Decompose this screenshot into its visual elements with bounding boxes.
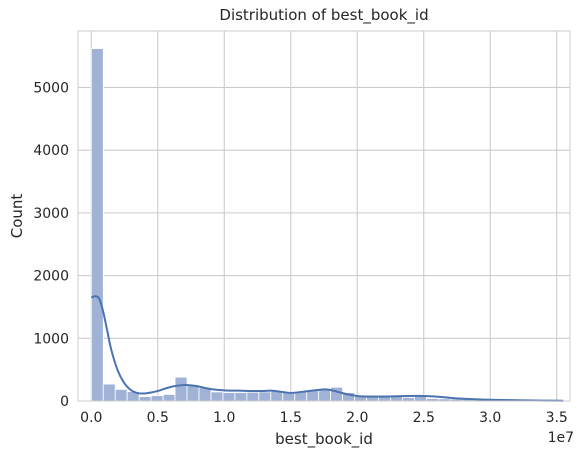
histogram-bar <box>187 385 199 401</box>
y-axis-label: Count <box>8 194 26 239</box>
histogram-bar <box>175 377 187 401</box>
x-tick-label: 0.5 <box>147 410 169 426</box>
x-tick-label: 0.0 <box>80 410 102 426</box>
plot-frame <box>78 31 570 401</box>
x-tick-labels: 0.0 0.5 1.0 1.5 2.0 2.5 3.0 3.5 <box>80 410 568 426</box>
grid-lines <box>78 31 570 401</box>
x-axis-offset-label: 1e7 <box>548 430 574 446</box>
chart-title: Distribution of best_book_id <box>219 6 428 25</box>
x-tick-label: 2.5 <box>413 410 435 426</box>
y-tick-label: 4000 <box>33 143 69 159</box>
histogram-bar <box>163 394 175 401</box>
histogram-bar <box>402 398 414 401</box>
histogram-bar <box>259 392 271 401</box>
histogram-bar <box>235 393 247 401</box>
x-axis-label: best_book_id <box>275 430 373 449</box>
x-tick-label: 1.5 <box>280 410 302 426</box>
y-tick-label: 3000 <box>33 206 69 222</box>
y-tick-label: 1000 <box>33 331 69 347</box>
y-tick-label: 0 <box>60 394 69 410</box>
histogram-bar <box>247 392 259 401</box>
x-tick-label: 3.5 <box>546 410 568 426</box>
histogram-bar <box>103 384 115 401</box>
histogram-bar <box>115 389 127 401</box>
histogram-bar <box>211 392 223 401</box>
histogram-bar <box>319 389 331 401</box>
kde-curve-layer <box>91 296 563 401</box>
x-tick-label: 2.0 <box>346 410 368 426</box>
kde-line <box>91 296 563 401</box>
y-tick-labels: 0 1000 2000 3000 4000 5000 <box>33 80 69 410</box>
x-tick-label: 1.0 <box>213 410 235 426</box>
histogram-bar <box>223 393 235 401</box>
histogram-bar <box>139 397 151 401</box>
histogram-bars <box>91 49 570 401</box>
y-tick-label: 2000 <box>33 269 69 285</box>
histogram-bar <box>151 396 163 401</box>
x-tick-label: 3.0 <box>479 410 501 426</box>
y-tick-label: 5000 <box>33 80 69 96</box>
histogram-bar <box>91 49 103 401</box>
histogram-bar <box>331 387 343 401</box>
